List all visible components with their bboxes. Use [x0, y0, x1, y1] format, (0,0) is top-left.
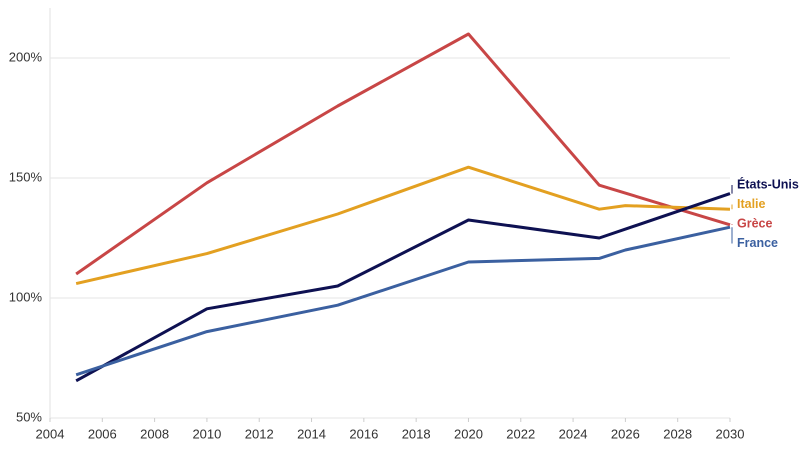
y-tick-label: 100%	[9, 289, 43, 304]
x-tick-label: 2008	[140, 426, 169, 441]
y-tick-label: 50%	[16, 409, 42, 424]
x-tick-label: 2024	[559, 426, 588, 441]
x-tick-label: 2012	[245, 426, 274, 441]
legend-label: Grèce	[737, 216, 772, 230]
y-tick-label: 150%	[9, 169, 43, 184]
x-tick-label: 2028	[663, 426, 692, 441]
line	[75, 192, 731, 383]
x-tick-label: 2026	[611, 426, 640, 441]
x-tick-label: 2022	[506, 426, 535, 441]
x-tick-label: 2010	[192, 426, 221, 441]
legend-label: France	[737, 236, 778, 250]
y-tick-label: 200%	[9, 49, 43, 64]
line	[75, 165, 731, 286]
x-tick-label: 2020	[454, 426, 483, 441]
legend-label: États-Unis	[737, 176, 799, 191]
x-tick-label: 2014	[297, 426, 326, 441]
line	[75, 32, 731, 276]
x-tick-label: 2030	[716, 426, 745, 441]
legend-label: Italie	[737, 197, 766, 211]
line	[75, 225, 731, 377]
x-tick-label: 2018	[402, 426, 431, 441]
x-tick-label: 2006	[88, 426, 117, 441]
x-tick-label: 2016	[349, 426, 378, 441]
x-tick-label: 2004	[36, 426, 65, 441]
